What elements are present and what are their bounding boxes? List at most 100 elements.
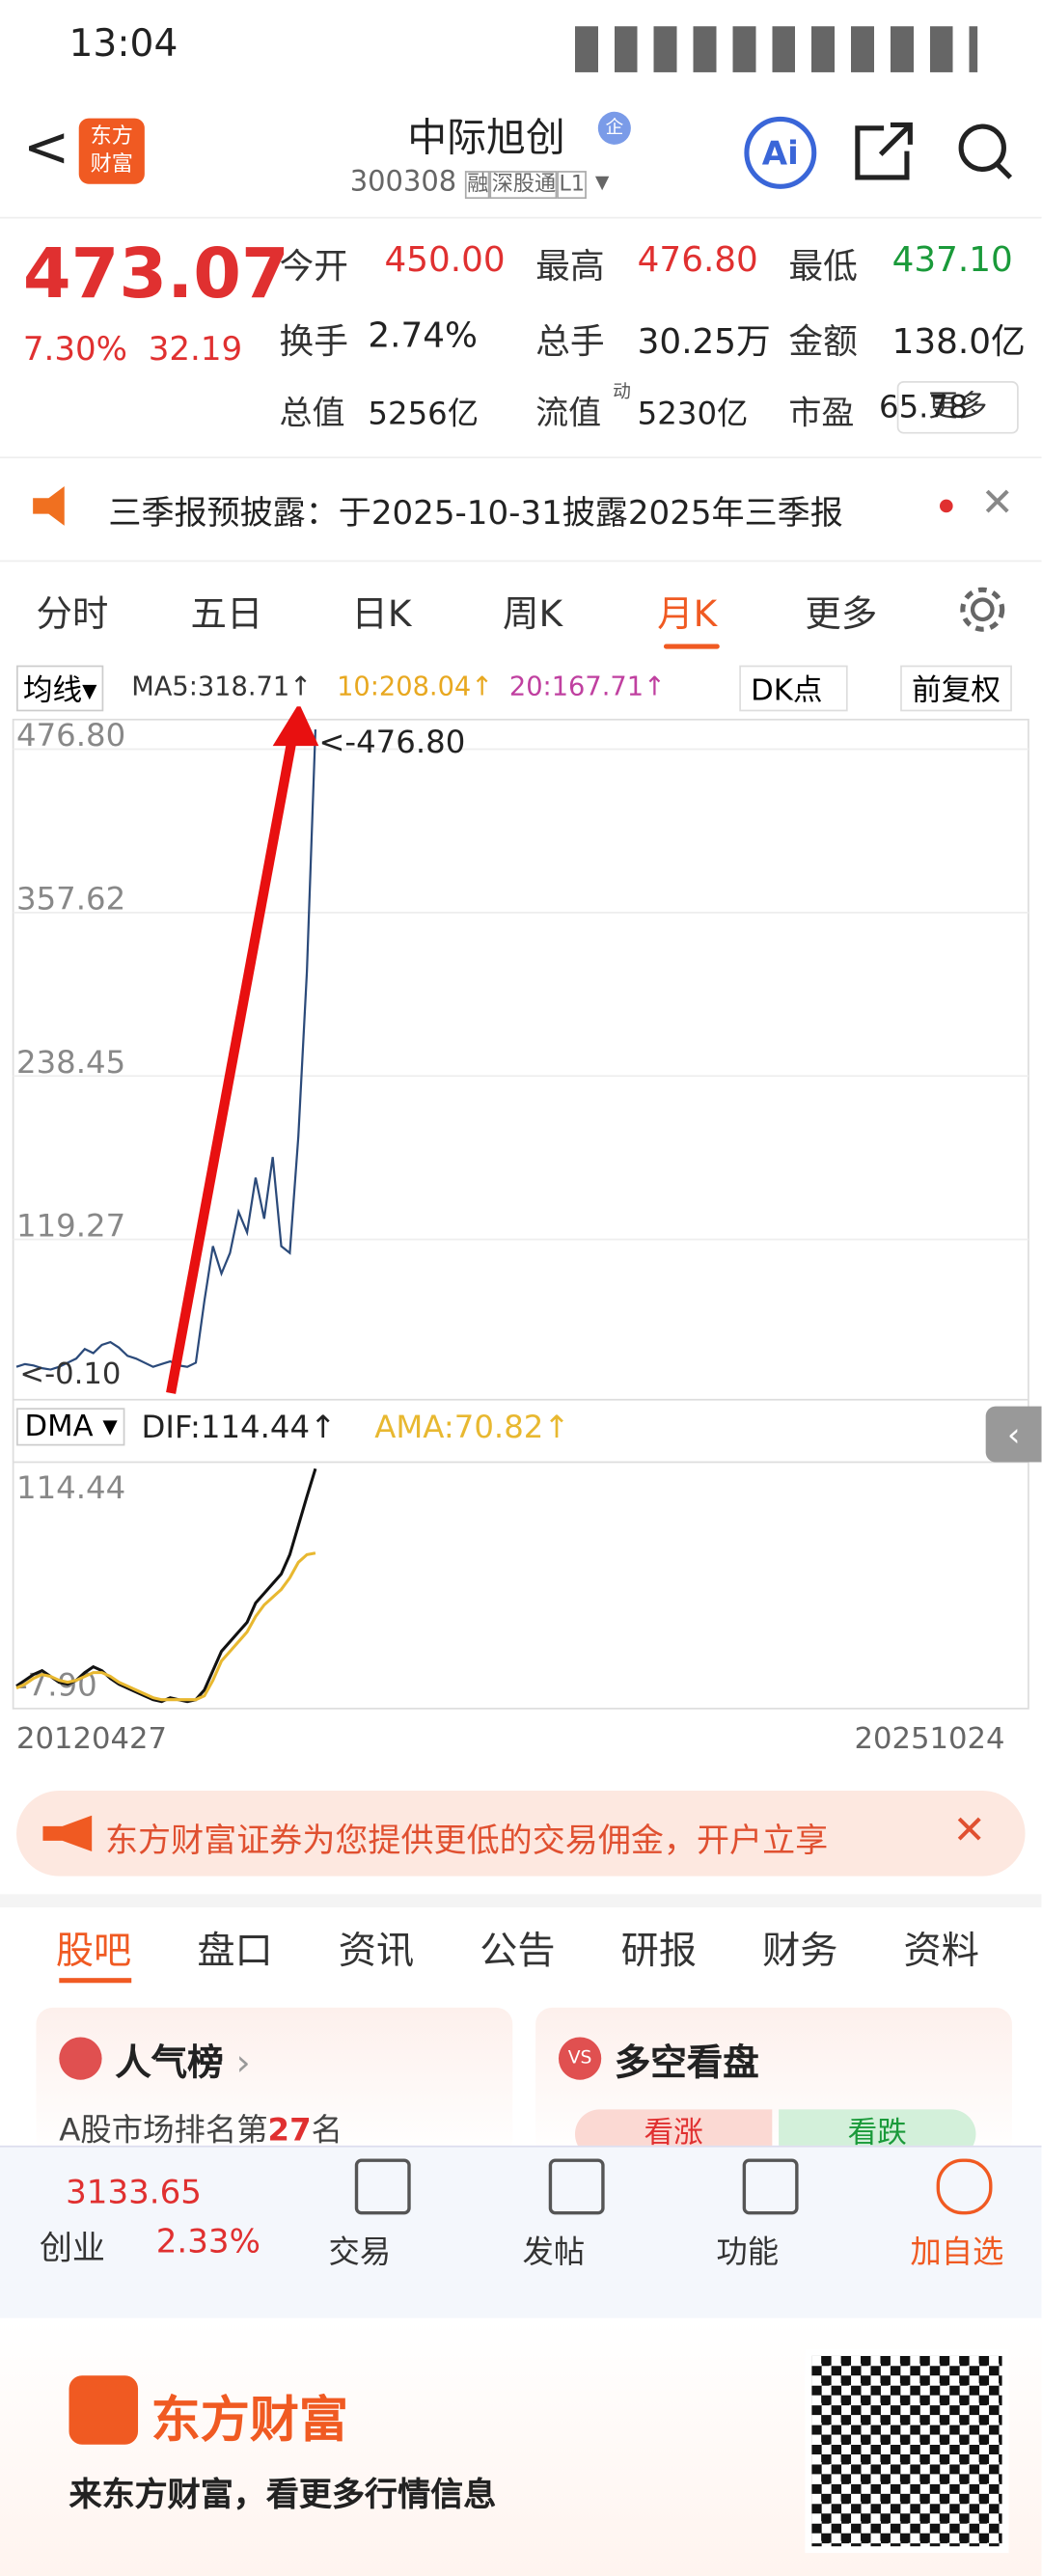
tab[interactable]: 盘口 [197,1930,273,1974]
promo-close[interactable]: ✕ [952,1807,986,1853]
adjust-button[interactable]: 前复权 [900,665,1012,712]
x-start: 20120427 [16,1721,168,1757]
rank-text: A股市场排名第 [59,2112,268,2150]
tab-underline [663,644,720,649]
nav-label[interactable]: 功能 [716,2233,780,2271]
field-value: 437.10 [891,239,1013,280]
card-title: 多空看盘 [614,2043,759,2085]
collapse[interactable]: ‹ [985,1406,1042,1463]
chg: 32.19 [148,328,243,369]
rank-suffix: 名 [311,2112,343,2150]
field-label: 金额 [788,321,858,362]
field-value: 5230亿 [637,396,749,432]
clock: 13:04 [69,22,178,67]
nav-icon[interactable] [354,2158,411,2215]
field-value: 476.80 [637,239,758,280]
field-value: 30.25万 [637,321,771,362]
indicator-name: DMA [24,1410,94,1444]
field-value: 138.0亿 [891,321,1026,362]
settings[interactable] [956,583,1008,635]
ama-label: AMA:70.82↑ [374,1410,570,1446]
card[interactable] [36,2007,513,2156]
header-icons[interactable] [851,119,1015,184]
stock-name: 中际旭创 [407,115,565,161]
ma10: 10:208.04↑ [337,670,494,702]
index-pct: 2.33% [155,2221,260,2261]
tab[interactable]: 研报 [620,1930,697,1974]
logo-text: 财富 [90,152,133,178]
nav-icon[interactable] [742,2158,799,2215]
divider [0,216,1042,219]
tab[interactable]: 资料 [903,1930,979,1974]
tab-underline [59,1978,132,1984]
slogan: 来东方财富，看更多行情信息 [69,2474,497,2514]
close[interactable]: ✕ [980,480,1014,526]
field-value: 2.74% [368,315,479,355]
field-label: 今开 [279,246,348,287]
change: 7.30% 32.19 [23,329,242,369]
ma5: MA5:318.71↑ [131,670,313,702]
tag: 融 [465,171,490,200]
annotation-arrowhead [272,706,319,747]
back[interactable]: < [22,115,70,181]
code: 300308 [349,165,457,200]
period-tab[interactable]: 五日 [190,594,263,636]
price: 473.07 [22,233,289,315]
qr-code [805,2349,1009,2554]
spacer [0,1894,1042,1907]
max-label: <-476.80 [318,724,465,760]
field-label: 市盈 [788,392,855,432]
tab[interactable]: 财务 [762,1930,838,1974]
dot [940,499,953,513]
card-title: 人气榜 › [115,2043,251,2085]
nav-label[interactable]: 发帖 [522,2233,586,2271]
logo[interactable]: 东方 财富 [78,118,145,184]
status-icons [574,26,978,72]
logo-text: 东方 [90,124,133,150]
promo-bar[interactable] [16,1791,1026,1877]
indicator-select[interactable]: DMA ▾ [16,1408,126,1446]
ai-button[interactable]: Ai [744,116,817,189]
nav-label[interactable]: 加自选 [910,2233,1004,2271]
period-tab[interactable]: 分时 [36,594,109,636]
card-icon [59,2037,102,2080]
field-label: 最高 [535,246,605,287]
y-tick-label: 238.45 [16,1044,125,1081]
min-label: <-0.10 [19,1357,121,1391]
nav-icon[interactable] [548,2158,605,2215]
badge: 企 [597,111,631,145]
brand: 东方财富 [151,2392,348,2450]
stock-code: 300308 融深股通 L1 ▾ [349,165,610,200]
price-line [15,1551,316,1702]
tab[interactable]: 股吧 [55,1930,132,1974]
tab[interactable]: 公告 [480,1930,556,1974]
plot-frame [12,718,1029,1710]
ma-select[interactable]: 均线▾ [16,665,104,712]
card-icon: VS [558,2037,602,2080]
dk-button[interactable]: DK点 [739,665,848,712]
period-tab[interactable]: 周K [503,594,563,636]
notice: 三季报预披露：于2025-10-31披露2025年三季报 [108,492,843,533]
field-label: 流值 [535,392,602,432]
footer-logo [69,2375,139,2445]
field-label: 总手 [535,321,605,362]
x-end: 20251024 [854,1721,1005,1757]
field-value: 450.00 [384,239,506,280]
price-line [15,729,317,1371]
dif-label: DIF:114.44↑ [141,1410,337,1446]
index-value: 3133.65 [66,2172,202,2211]
field-label: 换手 [279,321,348,362]
rank: A股市场排名第27名 [59,2106,343,2151]
field-label: 总值 [279,392,345,432]
period-tab[interactable]: 日K [351,594,412,636]
nav-label[interactable]: 交易 [328,2233,392,2271]
notice-bar[interactable] [0,456,1042,562]
bottom-nav [0,2145,1042,2318]
pct: 7.30% [22,328,128,369]
period-tab[interactable]: 更多 [805,594,878,636]
period-tab[interactable]: 月K [657,594,718,636]
nav-icon[interactable] [936,2158,993,2215]
more-button[interactable]: 更多 [896,381,1019,434]
tab[interactable]: 资讯 [338,1930,415,1974]
